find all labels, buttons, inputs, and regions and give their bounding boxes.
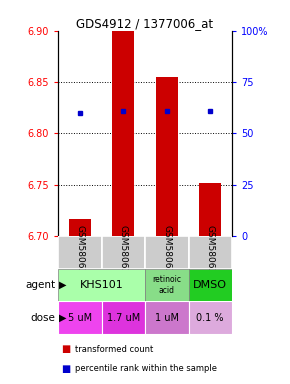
Text: DMSO: DMSO (193, 280, 227, 290)
Bar (188, 301, 232, 334)
Bar (69, 219, 90, 236)
Text: agent: agent (25, 280, 55, 290)
Text: 5 uM: 5 uM (68, 313, 92, 323)
Bar (188, 269, 232, 301)
Text: 1 uM: 1 uM (155, 313, 179, 323)
Bar (58, 236, 102, 269)
Bar (102, 236, 145, 269)
Bar (156, 77, 177, 236)
Text: 0.1 %: 0.1 % (197, 313, 224, 323)
Text: ■: ■ (61, 364, 70, 374)
Bar (145, 269, 188, 301)
Bar (58, 301, 102, 334)
Bar (113, 31, 134, 236)
Bar (145, 301, 188, 334)
Text: 1.7 uM: 1.7 uM (107, 313, 140, 323)
Text: ▶: ▶ (59, 280, 67, 290)
Text: retinoic
acid: retinoic acid (152, 275, 181, 295)
Bar (145, 236, 188, 269)
Text: percentile rank within the sample: percentile rank within the sample (75, 364, 218, 373)
Text: GSM580630: GSM580630 (75, 225, 84, 280)
Text: GSM580631: GSM580631 (119, 225, 128, 280)
Title: GDS4912 / 1377006_at: GDS4912 / 1377006_at (77, 17, 213, 30)
Text: ■: ■ (61, 344, 70, 354)
Text: GSM580633: GSM580633 (206, 225, 215, 280)
Text: KHS101: KHS101 (80, 280, 123, 290)
Text: GSM580632: GSM580632 (162, 225, 171, 280)
Bar (58, 269, 145, 301)
Bar (102, 301, 145, 334)
Text: dose: dose (30, 313, 55, 323)
Text: ▶: ▶ (59, 313, 67, 323)
Bar (200, 183, 221, 236)
Bar (188, 236, 232, 269)
Text: transformed count: transformed count (75, 345, 154, 354)
